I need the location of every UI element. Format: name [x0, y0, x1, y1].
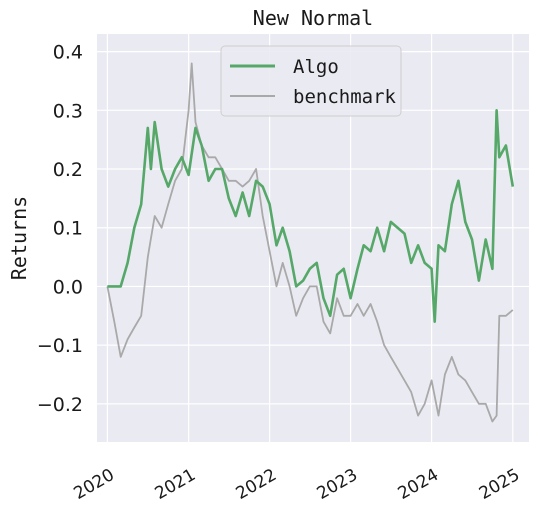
- series-line-benchmark: [106, 62, 514, 423]
- y-tick-label: −0.1: [37, 335, 83, 357]
- legend-box: [220, 45, 402, 117]
- series-line-algo: [107, 109, 515, 324]
- x-tick-label: 2022: [233, 465, 280, 504]
- y-axis-ticks: 0.4 0.3 0.2 0.1 0.0 −0.1 −0.2: [37, 42, 83, 416]
- y-tick-label: 0.1: [53, 218, 83, 240]
- x-tick-label: 2025: [476, 465, 523, 504]
- y-axis-label: Returns: [7, 196, 31, 280]
- chart-title: New Normal: [253, 6, 373, 30]
- y-tick-label: −0.2: [37, 394, 83, 416]
- x-tick-label: 2020: [70, 465, 117, 504]
- legend-label-benchmark: benchmark: [293, 86, 397, 108]
- x-axis-ticks: 2020 2021 2022 2023 2024 2025: [70, 465, 523, 504]
- y-tick-label: 0.0: [53, 276, 83, 298]
- y-tick-label: 0.2: [53, 159, 83, 181]
- y-tick-label: 0.3: [53, 100, 83, 122]
- x-tick-label: 2021: [152, 465, 199, 504]
- legend: Algo benchmark: [220, 45, 402, 117]
- legend-label-algo: Algo: [293, 56, 339, 78]
- y-tick-label: 0.4: [53, 42, 83, 64]
- x-tick-label: 2024: [395, 465, 442, 504]
- x-tick-label: 2023: [314, 465, 361, 504]
- series-layer: [106, 62, 515, 423]
